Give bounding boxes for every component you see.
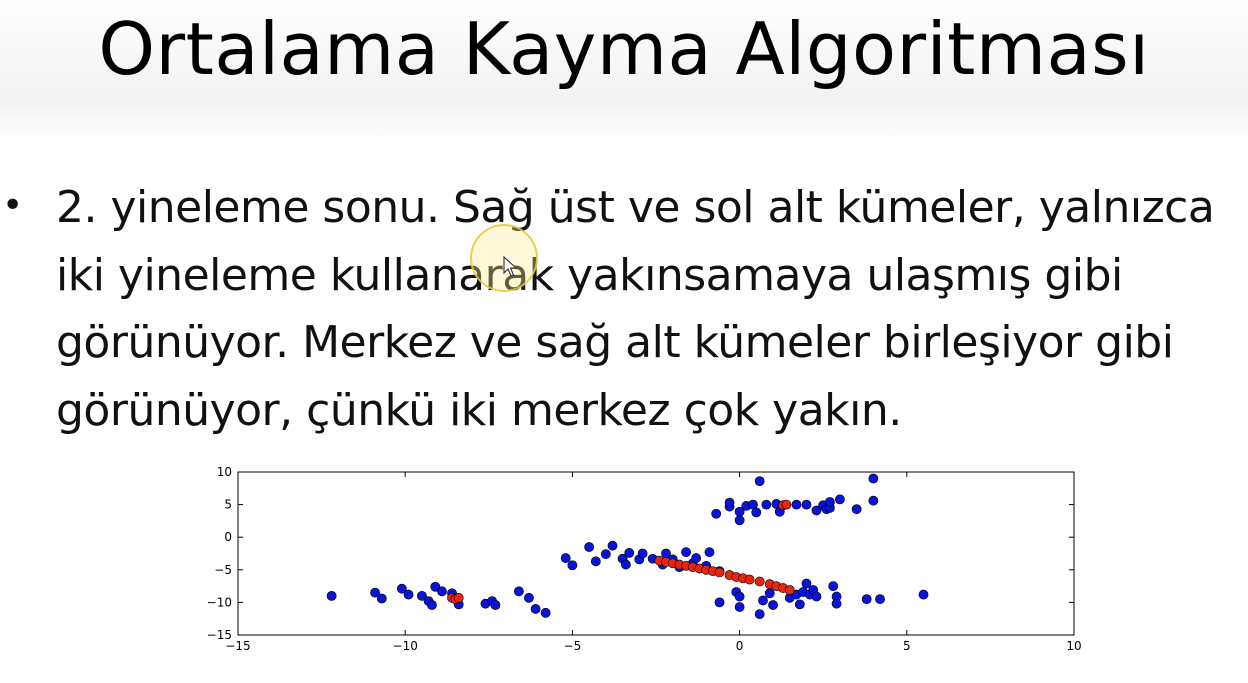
data-point: [396, 583, 407, 594]
data-point: [791, 499, 802, 510]
x-tick-label: −5: [564, 639, 582, 653]
data-point: [326, 590, 337, 601]
data-point: [794, 599, 805, 610]
data-point: [784, 585, 795, 595]
bullet-line: iki yineleme kullanarak yakınsamaya ulaş…: [56, 249, 1123, 301]
data-point: [754, 576, 765, 587]
data-point: [513, 586, 524, 597]
data-point: [801, 499, 812, 510]
data-point: [624, 547, 635, 558]
data-point: [607, 540, 618, 551]
data-point: [711, 508, 722, 519]
data-point: [801, 578, 812, 589]
data-point: [637, 548, 648, 559]
data-point: [761, 499, 772, 510]
y-tick-label: 10: [217, 465, 232, 479]
bullet-marker: •: [2, 185, 24, 226]
data-point: [540, 607, 551, 618]
x-tick-label: 10: [1066, 639, 1081, 653]
data-point: [427, 600, 437, 610]
data-point: [831, 598, 842, 609]
bullet-line: görünüyor. Merkez ve sağ alt kümeler bir…: [56, 317, 1174, 368]
data-point: [430, 581, 441, 592]
data-point: [734, 515, 745, 526]
x-tick-label: 5: [903, 639, 911, 653]
x-tick-label: −15: [225, 639, 250, 653]
data-point: [751, 507, 762, 518]
data-point: [734, 591, 745, 602]
y-tick-label: −15: [207, 628, 232, 642]
data-point: [811, 505, 822, 516]
data-point: [835, 494, 845, 505]
plot-area: [237, 471, 1075, 636]
data-point: [403, 589, 414, 600]
data-point: [714, 567, 725, 578]
data-point: [681, 547, 691, 558]
data-point: [868, 495, 879, 506]
data-point: [734, 602, 745, 612]
data-point: [744, 574, 755, 585]
data-point: [376, 593, 387, 604]
y-tick-label: −5: [214, 563, 232, 577]
data-point: [868, 473, 879, 484]
data-point: [714, 597, 725, 608]
data-point: [621, 559, 631, 570]
data-point: [724, 497, 735, 508]
data-point: [560, 553, 571, 563]
y-tick-label: 0: [224, 530, 232, 544]
data-point: [691, 553, 702, 563]
data-point: [875, 594, 885, 605]
arrow-pointer-icon: [503, 256, 517, 277]
x-tick-label: 0: [736, 639, 744, 653]
bullet-line: görünüyor, çünkü iki merkez çok yakın.: [56, 384, 902, 436]
data-point: [768, 600, 778, 610]
data-point: [754, 609, 765, 620]
data-point: [437, 586, 447, 597]
data-point: [453, 592, 464, 603]
data-point: [811, 591, 822, 602]
data-point: [861, 594, 872, 605]
data-point: [417, 590, 427, 601]
y-tick-label: −10: [207, 595, 232, 609]
data-point: [590, 556, 601, 567]
data-point: [918, 589, 929, 600]
data-point: [754, 476, 765, 487]
slide-title: Ortalama Kayma Algoritması: [98, 7, 1150, 91]
bullet-paragraph: 2. yineleme sonu. Sağ üst ve sol alt küm…: [56, 174, 1246, 444]
data-point: [704, 547, 715, 558]
x-tick-label: −10: [393, 639, 418, 653]
y-tick-label: 5: [224, 498, 232, 512]
data-point: [828, 581, 839, 592]
data-point: [567, 560, 578, 571]
data-point: [530, 604, 541, 614]
data-point: [600, 549, 611, 560]
data-point: [781, 499, 792, 510]
data-point: [370, 587, 381, 598]
bullet-line: 2. yineleme sonu. Sağ üst ve sol alt küm…: [56, 182, 1215, 233]
data-point: [764, 588, 775, 599]
data-point: [758, 595, 768, 606]
scatter-chart: −15 −10 −5 0 5 10 −15 −10 −5 0 5 10: [207, 465, 1082, 653]
data-point: [851, 504, 862, 515]
data-point: [490, 600, 501, 610]
data-point: [524, 592, 534, 603]
data-point: [584, 542, 595, 552]
data-point: [824, 497, 835, 507]
